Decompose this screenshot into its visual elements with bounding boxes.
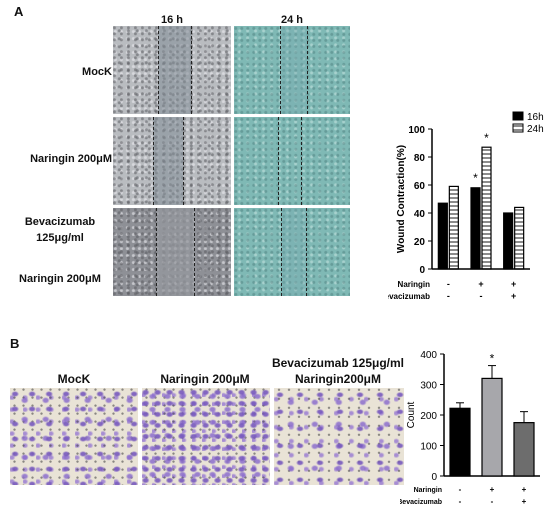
- y-tick-label-4: 400: [420, 350, 437, 361]
- y-tick-label-3: 300: [420, 381, 437, 392]
- legend-swatch-24h: [512, 123, 524, 133]
- count-chart: 0 100 200 300 400 Count * Naringin - + + Bevacizuma…: [400, 350, 540, 506]
- bar-16h-1: [437, 202, 448, 270]
- micrograph-combo-16h: [113, 208, 231, 296]
- stain-label-combo-line2: Naringin200μM: [294, 372, 382, 386]
- bar-2: [481, 377, 503, 477]
- panel-b-letter: B: [10, 336, 20, 351]
- y-tick-label-3: 60: [414, 181, 426, 192]
- treatment-mark-0-2: +: [511, 279, 516, 289]
- row-label-mock: MocK: [82, 66, 112, 78]
- treatment-name-0: Naringin: [398, 280, 431, 289]
- treatment-name-1: Bevacizumab: [388, 292, 430, 301]
- panel-a-letter: A: [14, 4, 24, 19]
- time-label-16h: 16 h: [160, 14, 183, 26]
- bar-1: [449, 407, 471, 477]
- treatment-mark-1-1: -: [491, 497, 494, 506]
- significance-star-16h: *: [473, 171, 478, 185]
- treatment-mark-0-0: -: [447, 279, 450, 289]
- bar-3: [513, 422, 535, 477]
- treatment-mark-1-0: -: [459, 497, 462, 506]
- significance-star-24h: *: [484, 131, 489, 145]
- y-tick-label-2: 200: [420, 411, 437, 422]
- treatment-name-0: Naringin: [414, 487, 442, 494]
- treatment-mark-0-0: -: [459, 485, 462, 494]
- row-label-bevacizumab-dose: 125μg/ml: [36, 232, 84, 244]
- y-tick-label-1: 100: [420, 442, 437, 453]
- time-label-24h: 24 h: [280, 14, 303, 26]
- bar-24h-3: [514, 206, 525, 270]
- legend-label-24h: 24h: [527, 124, 544, 135]
- row-label-bevacizumab: Bevacizumab: [24, 216, 96, 228]
- stain-image-mock: [10, 388, 138, 485]
- stain-image-combo: [274, 388, 404, 485]
- micrograph-mock-24h: [234, 26, 350, 114]
- bar-16h-2: [470, 187, 481, 270]
- y-tick-label-5: 100: [408, 125, 425, 136]
- bar-24h-1: [448, 185, 459, 270]
- micrograph-naringin-16h: [113, 117, 231, 205]
- stain-label-combo-line1: Bevacizumab 125μg/ml: [271, 356, 405, 370]
- y-tick-label-2: 40: [414, 209, 426, 220]
- treatment-name-1: Bevacizumab: [400, 499, 442, 506]
- treatment-mark-1-1: -: [480, 291, 483, 301]
- treatment-mark-1-2: +: [511, 291, 516, 301]
- treatment-mark-0-1: +: [490, 485, 495, 494]
- stain-label-mock: MocK: [57, 372, 91, 386]
- legend-swatch-16h: [512, 111, 524, 121]
- row-label-naringin: Naringin 200μM: [30, 153, 112, 165]
- bar-24h-2: [481, 146, 492, 270]
- y-tick-label-0: 0: [431, 472, 437, 483]
- y-tick-label-1: 20: [414, 237, 426, 248]
- micrograph-naringin-24h: [234, 117, 350, 205]
- stain-label-naringin: Naringin 200μM: [160, 372, 250, 386]
- micrograph-mock-16h: [113, 26, 231, 114]
- row-label-naringin-combo: Naringin 200μM: [19, 273, 101, 285]
- y-tick-label-0: 0: [419, 265, 425, 276]
- y-axis-label: Wound Contraction(%): [396, 145, 407, 253]
- treatment-mark-1-2: +: [522, 497, 527, 506]
- significance-star: *: [490, 352, 495, 366]
- stain-image-naringin: [142, 388, 270, 485]
- treatment-mark-0-2: +: [522, 485, 527, 494]
- micrograph-combo-24h: [234, 208, 350, 296]
- y-tick-label-4: 80: [414, 153, 426, 164]
- treatment-mark-1-0: -: [447, 291, 450, 301]
- treatment-mark-0-1: +: [478, 279, 483, 289]
- legend-label-16h: 16h: [527, 112, 544, 123]
- y-axis-label: Count: [406, 401, 417, 428]
- bar-16h-3: [503, 212, 514, 270]
